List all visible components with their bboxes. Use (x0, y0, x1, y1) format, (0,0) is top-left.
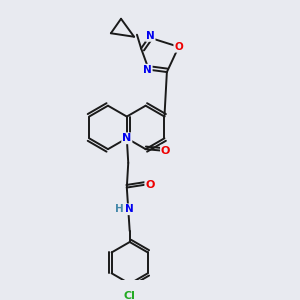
Text: N: N (122, 133, 131, 143)
Text: O: O (174, 42, 183, 52)
Text: O: O (145, 180, 155, 190)
Text: N: N (143, 65, 152, 75)
Text: Cl: Cl (124, 292, 136, 300)
Text: H: H (115, 204, 123, 214)
Text: N: N (125, 204, 134, 214)
Text: O: O (161, 146, 170, 156)
Text: N: N (146, 31, 155, 41)
